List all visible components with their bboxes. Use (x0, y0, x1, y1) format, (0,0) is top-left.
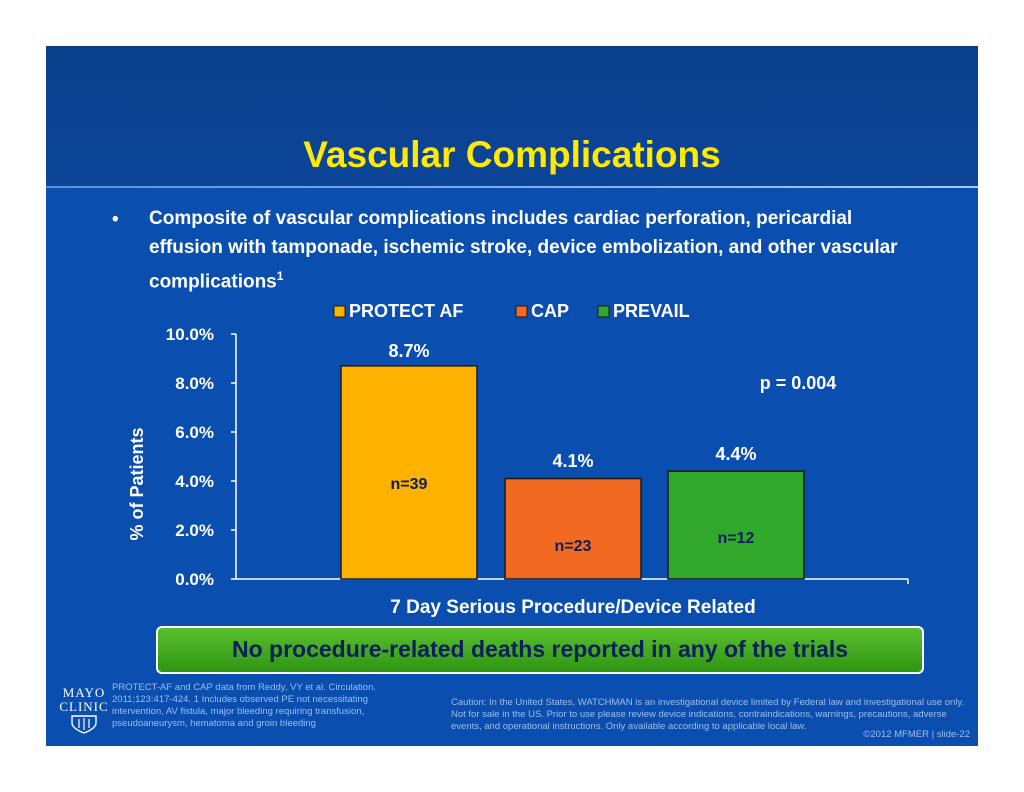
logo-line-mayo: MAYO (62, 685, 106, 700)
y-tick-label: 10.0% (166, 325, 214, 344)
bar-n-label: n=39 (391, 476, 428, 493)
bar-value-label: 4.1% (552, 451, 593, 471)
bar-cap (504, 477, 642, 580)
y-tick-label: 2.0% (175, 521, 214, 540)
bar-n-label: n=23 (555, 538, 592, 555)
copyright-slide-number: ©2012 MFMER | slide-22 (863, 729, 970, 740)
y-tick-label: 6.0% (175, 423, 214, 442)
bullet-marker: • (112, 209, 119, 230)
bar-n-label: n=12 (718, 530, 755, 547)
slide: Vascular Complications • Composite of va… (46, 46, 978, 746)
no-deaths-banner: No procedure-related deaths reported in … (156, 626, 924, 674)
slide-title: Vascular Complications (303, 134, 721, 175)
title-band (46, 46, 978, 186)
x-axis-label: 7 Day Serious Procedure/Device Related (390, 597, 755, 618)
bullet-superscript: 1 (276, 269, 284, 283)
legend-swatch (515, 305, 528, 318)
legend-swatch (597, 305, 610, 318)
y-tick-label: 8.0% (175, 374, 214, 393)
bullet-text: Composite of vascular complications incl… (149, 204, 909, 296)
bar-value-label: 4.4% (715, 444, 756, 464)
banner-text: No procedure-related deaths reported in … (231, 636, 848, 662)
bar-prevail (667, 470, 805, 580)
legend-label: CAP (531, 301, 569, 321)
footnote-references: PROTECT-AF and CAP data from Reddy, VY e… (112, 682, 376, 729)
bar-chart: PROTECT AF CAP PREVAIL 0.0% 2.0% 4.0% 6.0% 8.0… (127, 301, 909, 618)
logo-line-clinic: CLINIC (59, 699, 109, 714)
caution-statement: Caution: In the United States, WATCHMAN … (451, 697, 965, 732)
y-tick-label: 4.0% (175, 472, 214, 491)
legend-label: PROTECT AF (349, 301, 463, 321)
bullet-body: Composite of vascular complications incl… (149, 208, 898, 293)
bar-value-label: 8.7% (388, 341, 429, 361)
y-axis-label: % of Patients (127, 427, 147, 540)
y-tick-label: 0.0% (175, 570, 214, 589)
bar-protect-af (340, 365, 478, 580)
legend-swatch (333, 305, 346, 318)
bar-group: 8.7% n=39 4.1% n=23 4.4% n=12 (340, 341, 805, 580)
legend-label: PREVAIL (613, 301, 690, 321)
shield-icon (71, 715, 97, 734)
mayo-clinic-logo: MAYO CLINIC (56, 686, 112, 739)
chart-legend: PROTECT AF CAP PREVAIL (333, 301, 690, 321)
title-divider (46, 186, 978, 188)
p-value-annotation: p = 0.004 (760, 373, 837, 393)
